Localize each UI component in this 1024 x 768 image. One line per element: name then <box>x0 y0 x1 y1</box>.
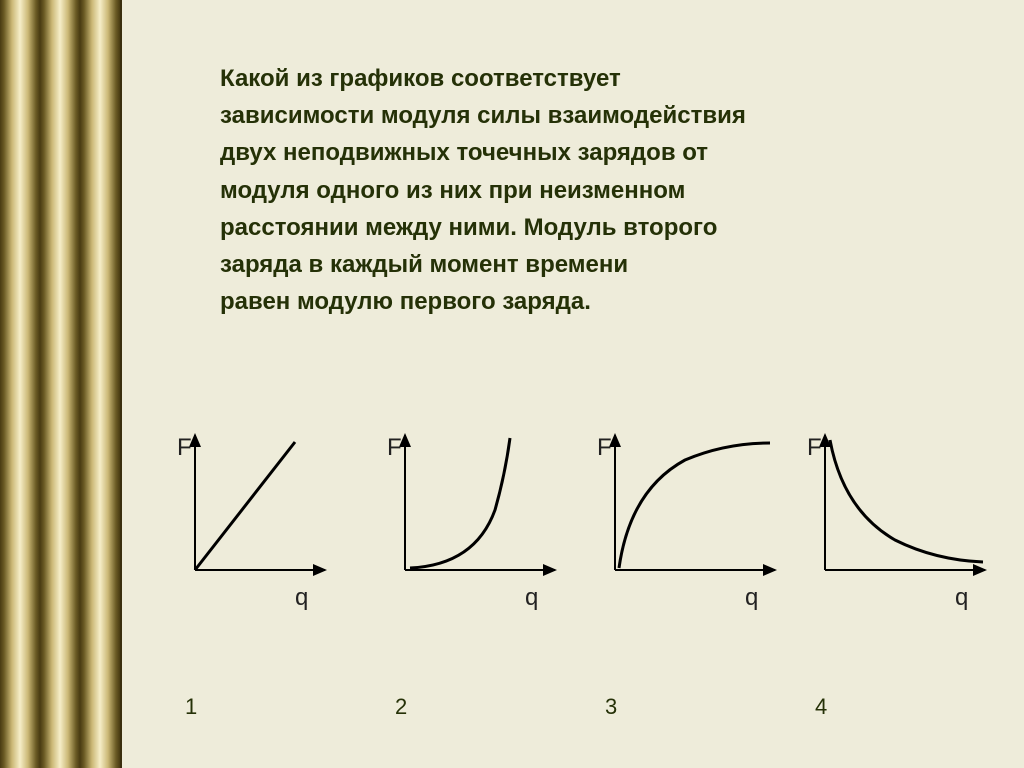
axis-y-label: F <box>387 434 402 461</box>
chart-1: Fq 1 <box>175 420 375 720</box>
axis-x-label: q <box>525 584 538 611</box>
chart-svg: Fq <box>175 420 335 630</box>
chart-svg: Fq <box>385 420 565 630</box>
content-area: Какой из графиков соответствует зависимо… <box>220 60 960 320</box>
axis-x-label: q <box>955 584 968 611</box>
chart-number-label: 3 <box>605 694 617 720</box>
chart-svg: Fq <box>805 420 995 630</box>
question-line: расстоянии между ними. Модуль второго <box>220 214 717 241</box>
question-line: модуля одного из них при неизменном <box>220 177 685 204</box>
axis-y-label: F <box>597 434 612 461</box>
decorative-column <box>0 0 122 768</box>
chart-svg: Fq <box>595 420 785 630</box>
question-text: Какой из графиков соответствует зависимо… <box>220 60 960 320</box>
charts-row: Fq 1 Fq 2 Fq 3 Fq 4 <box>175 420 1015 720</box>
axis-x-label: q <box>745 584 758 611</box>
question-line: равен модулю первого заряда. <box>220 288 591 315</box>
chart-4: Fq 4 <box>805 420 1005 720</box>
chart-3: Fq 3 <box>595 420 795 720</box>
axis-y-label: F <box>177 434 192 461</box>
chart-2: Fq 2 <box>385 420 585 720</box>
axis-x-label: q <box>295 584 308 611</box>
chart-number-label: 2 <box>395 694 407 720</box>
chart-number-label: 1 <box>185 694 197 720</box>
chart-number-label: 4 <box>815 694 827 720</box>
question-line: зависимости модуля силы взаимодействия <box>220 102 746 129</box>
question-line: Какой из графиков соответствует <box>220 65 621 92</box>
question-line: двух неподвижных точечных зарядов от <box>220 139 708 166</box>
question-line: заряда в каждый момент времени <box>220 251 628 278</box>
axis-y-label: F <box>807 434 822 461</box>
